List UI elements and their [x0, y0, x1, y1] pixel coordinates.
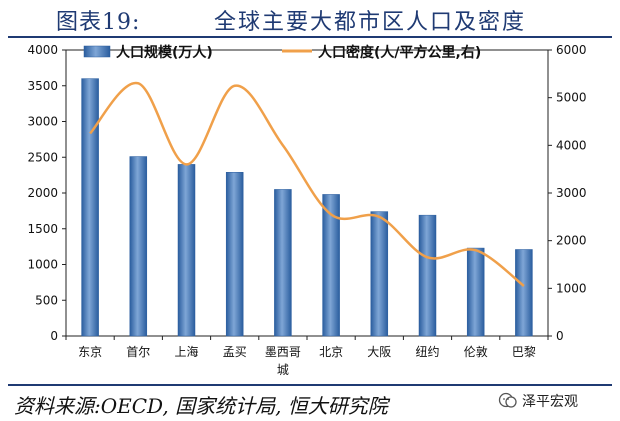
- bar: [515, 249, 533, 337]
- chart-title: 全球主要大都市区人口及密度: [214, 10, 527, 35]
- x-tick-label: 上海: [174, 344, 198, 359]
- x-tick-label: 巴黎: [512, 345, 536, 359]
- title-bar: 图表19: 全球主要大都市区人口及密度: [0, 0, 620, 36]
- bottom-rule: [8, 384, 612, 386]
- x-tick-label: 墨西哥: [265, 345, 301, 359]
- x-tick-label: 孟买: [223, 345, 247, 359]
- y-left-tick-label: 3500: [27, 79, 58, 93]
- legend-bar-swatch: [83, 45, 111, 58]
- legend-line-label: 人口密度(人/平方公里,右): [318, 44, 481, 61]
- y-left-tick-label: 3000: [27, 115, 58, 129]
- bar: [129, 156, 148, 337]
- figure-label: 图表19:: [56, 10, 141, 35]
- wechat-icon: [498, 392, 517, 408]
- bar: [274, 189, 292, 337]
- y-left-tick-label: 2000: [27, 186, 58, 200]
- chart: 0 500 1000 1500 2000 2500 3000 3500 4000 0 1000 200…: [27, 43, 587, 377]
- y-right-tick-label: 2000: [556, 234, 587, 248]
- x-tick-label: 首尔: [126, 344, 150, 359]
- y-right-tick-label: 6000: [556, 43, 587, 57]
- x-tick-label: 北京: [319, 345, 343, 359]
- density-line: [89, 82, 525, 287]
- top-rule: [8, 36, 612, 38]
- bar: [81, 78, 99, 337]
- x-tick-label: 东京: [78, 345, 102, 359]
- y-left-tick-label: 0: [50, 329, 58, 343]
- y-left-tick-label: 500: [35, 293, 58, 307]
- y-right-tick-label: 4000: [556, 138, 587, 152]
- y-right-tick-label: 5000: [556, 91, 587, 105]
- bar: [225, 172, 244, 337]
- bar: [370, 211, 389, 337]
- x-tick-label-wrap: 城: [277, 363, 289, 377]
- y-left-tick-label: 1000: [27, 258, 58, 272]
- brand-watermark: 泽平宏观: [498, 388, 610, 414]
- y-right-tick-label: 0: [556, 329, 564, 343]
- y-left-tick-label: 4000: [27, 43, 58, 57]
- legend-bar-label: 人口规模(万人): [116, 44, 213, 61]
- bar: [418, 214, 437, 337]
- y-left-tick-label: 2500: [27, 150, 58, 164]
- x-tick-label: 伦敦: [464, 344, 488, 359]
- y-left-tick-label: 1500: [27, 222, 58, 236]
- bar: [466, 247, 485, 337]
- source-note: 资料来源:OECD, 国家统计局, 恒大研究院: [14, 394, 388, 418]
- x-tick-label: 纽约: [415, 344, 439, 359]
- y-right-tick-label: 1000: [556, 281, 587, 295]
- brand-name: 泽平宏观: [522, 394, 578, 410]
- x-tick-label: 大阪: [367, 345, 391, 359]
- y-right-tick-label: 3000: [556, 186, 587, 200]
- bar: [177, 164, 196, 337]
- bar: [322, 194, 340, 337]
